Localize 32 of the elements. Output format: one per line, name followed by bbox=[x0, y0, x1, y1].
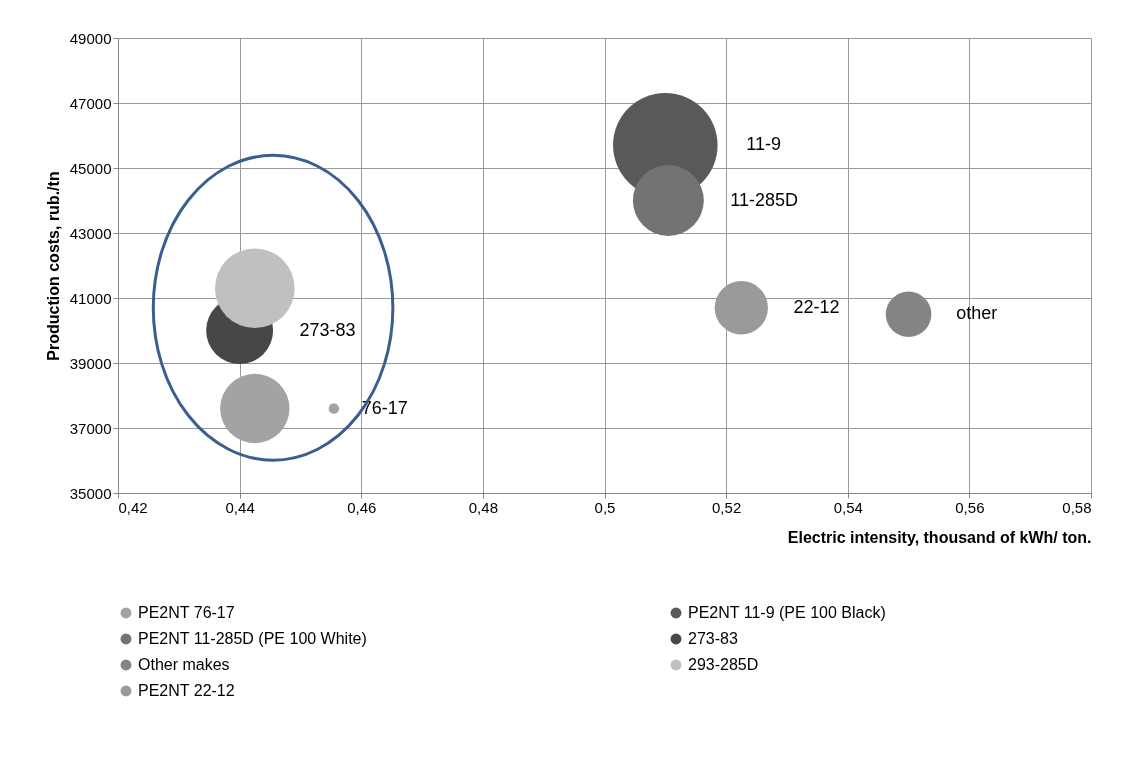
data-label: 11-9 bbox=[746, 134, 782, 155]
legend-label: PE2NT 11-9 (PE 100 Black) bbox=[688, 604, 886, 621]
legend-label: Other makes bbox=[138, 656, 230, 673]
x-tick-label: 0,54 bbox=[833, 498, 863, 516]
y-tick-label: 43000 bbox=[69, 224, 112, 242]
x-tick-label: 0,42 bbox=[118, 498, 148, 516]
y-tick-label: 41000 bbox=[69, 289, 112, 307]
data-label: 273-83 bbox=[299, 319, 356, 340]
x-tick-label: 0,52 bbox=[712, 498, 742, 516]
y-tick-label: 49000 bbox=[69, 29, 112, 47]
y-tick-label: 35000 bbox=[69, 484, 112, 502]
data-label: 11-285D bbox=[730, 189, 799, 210]
y-tick-label: 45000 bbox=[69, 159, 112, 177]
y-axis-title: Production costs, rub./tn bbox=[44, 171, 62, 361]
legend-label: PE2NT 22-12 bbox=[138, 682, 235, 699]
legend-label: PE2NT 11-285D (PE 100 White) bbox=[138, 630, 367, 647]
data-label: 76-17 bbox=[361, 397, 408, 418]
x-tick-label: 0,46 bbox=[347, 498, 377, 516]
x-tick-label: 0,58 bbox=[1062, 498, 1092, 516]
data-label: 22-12 bbox=[793, 296, 840, 317]
legend-label: 293-285D bbox=[688, 656, 759, 673]
x-tick-label: 0,48 bbox=[468, 498, 498, 516]
x-axis-title: Electric intensity, thousand of kWh/ ton. bbox=[787, 528, 1092, 546]
x-tick-label: 0,44 bbox=[225, 498, 255, 516]
y-tick-label: 47000 bbox=[69, 94, 112, 112]
x-tick-label: 0,5 bbox=[594, 498, 616, 516]
legend-label: 273-83 bbox=[688, 630, 738, 647]
legend-label: PE2NT 76-17 bbox=[138, 604, 235, 621]
data-label: other bbox=[956, 303, 998, 324]
y-tick-label: 37000 bbox=[69, 419, 112, 437]
x-tick-label: 0,56 bbox=[955, 498, 985, 516]
y-tick-label: 39000 bbox=[69, 354, 112, 372]
